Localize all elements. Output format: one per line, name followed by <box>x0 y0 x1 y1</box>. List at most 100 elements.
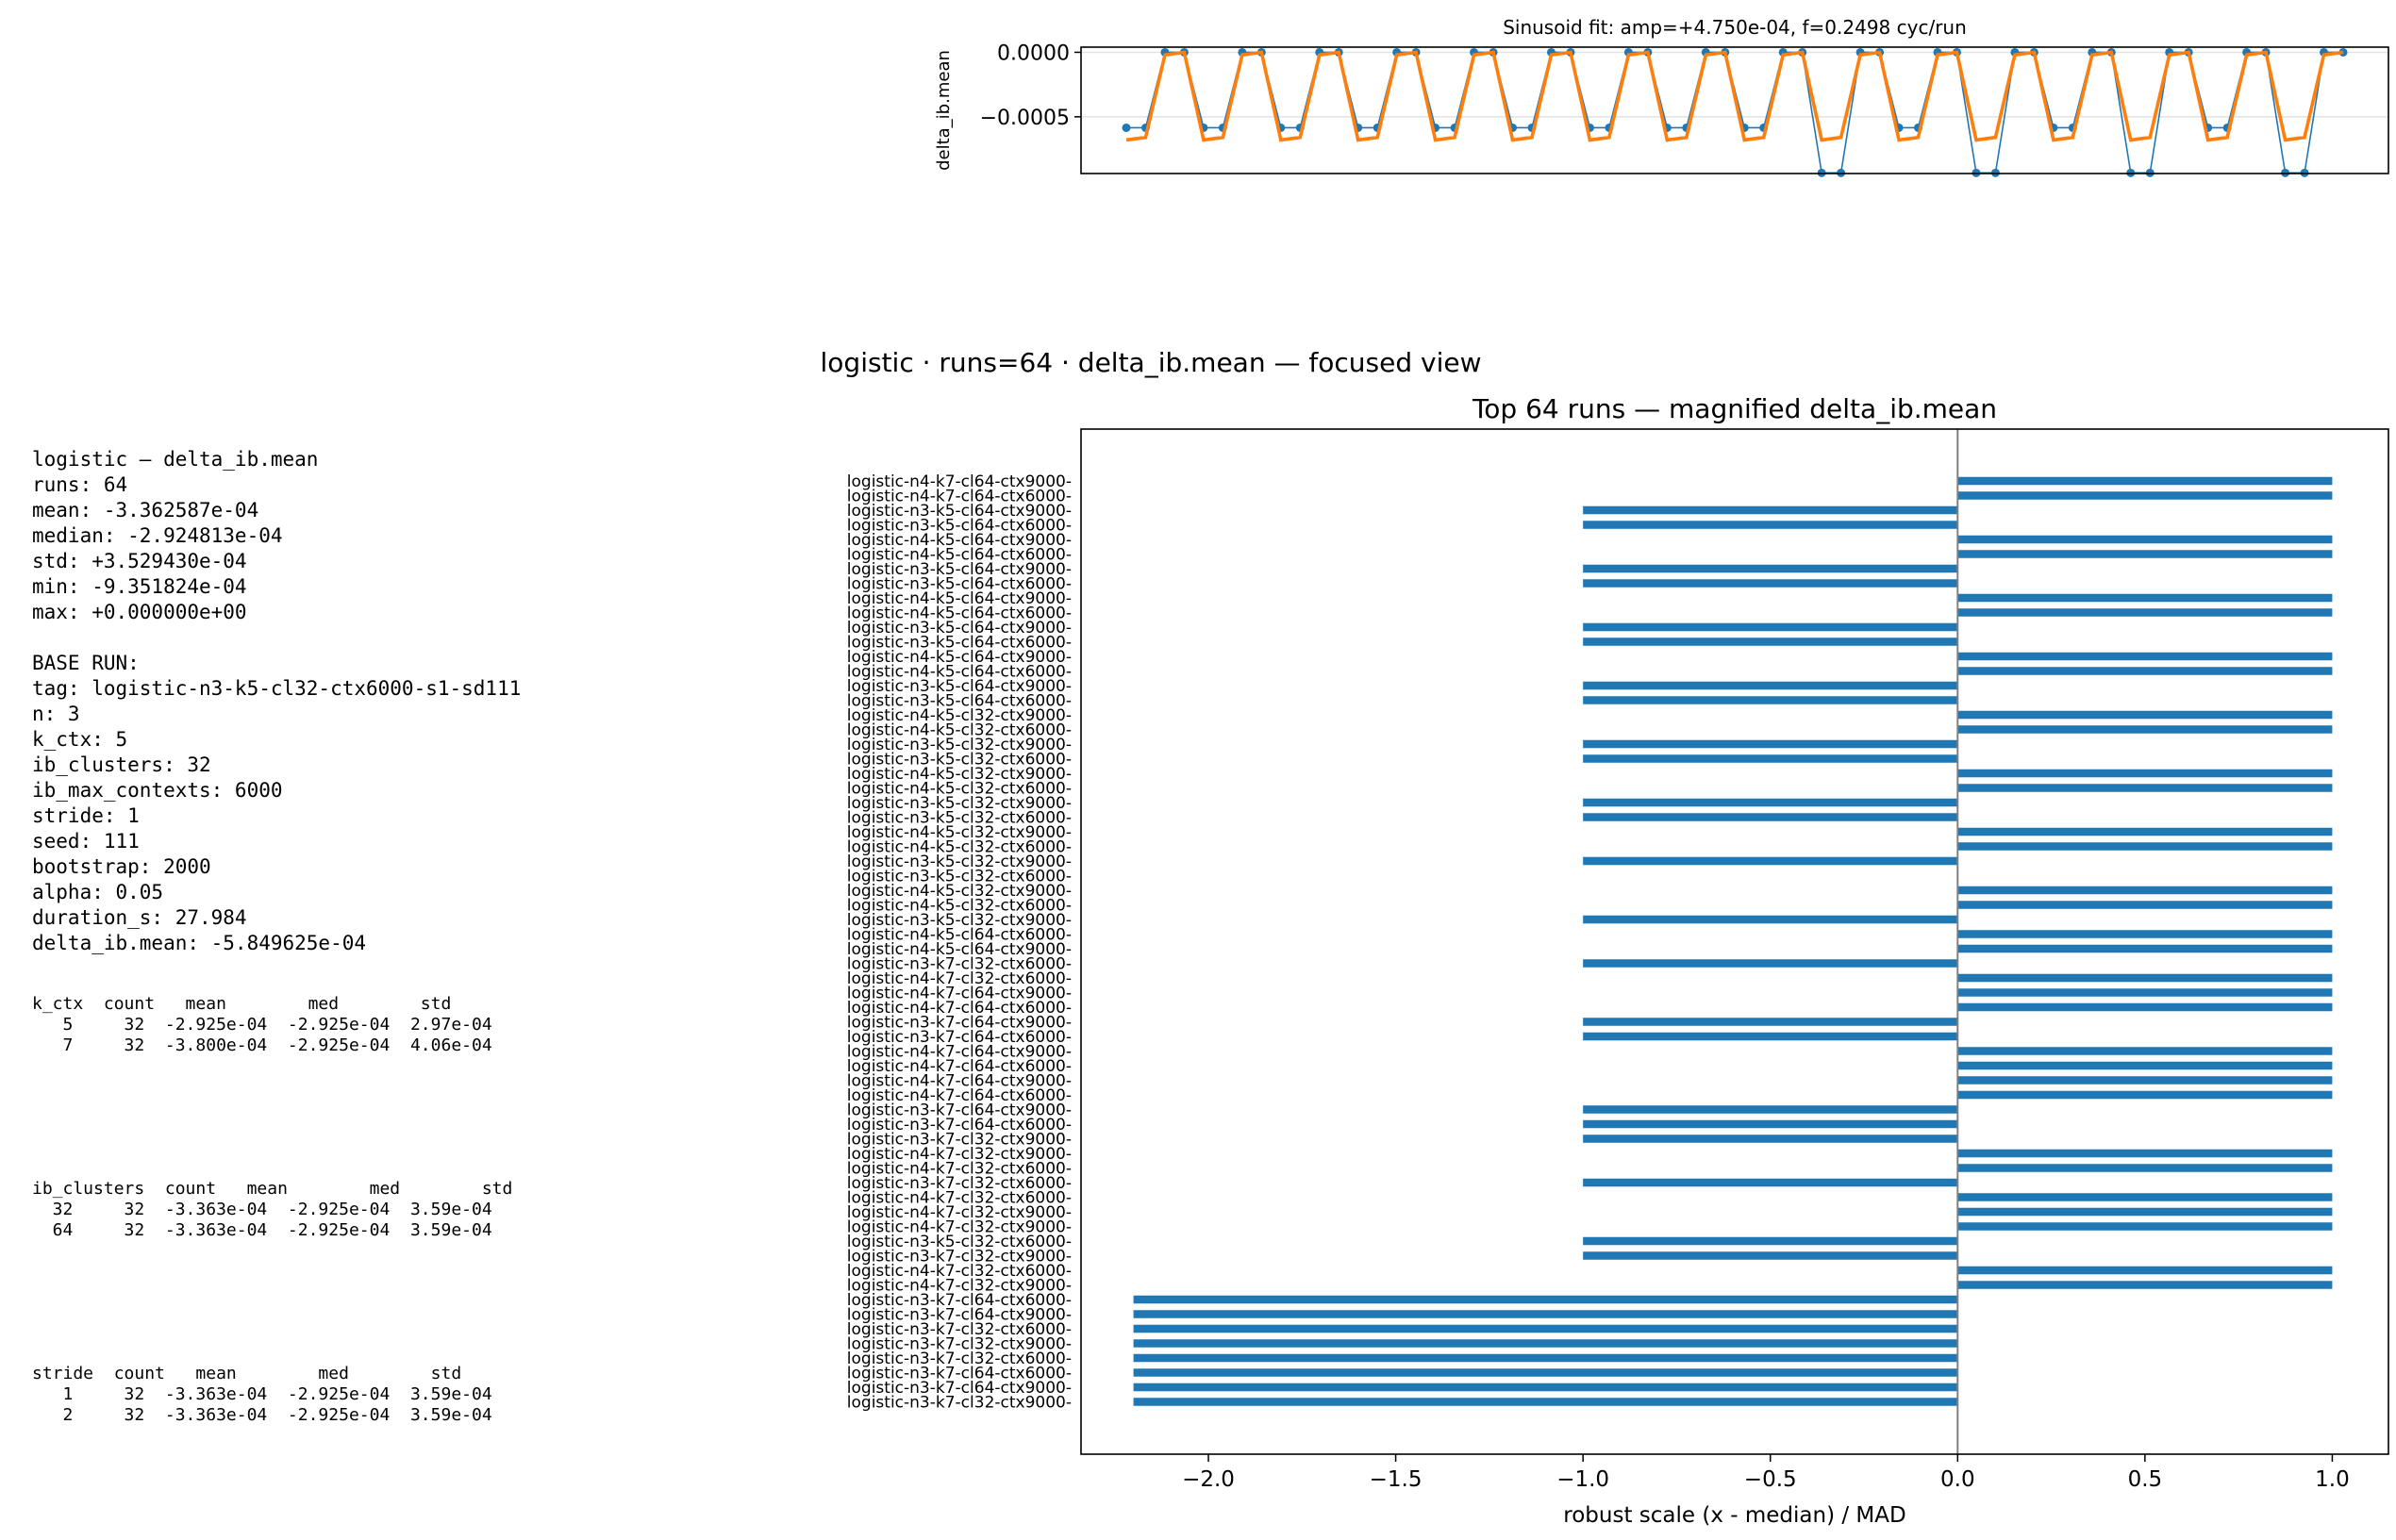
category-label: logistic-n3-k7-cl64-ctx9000- <box>847 1306 1072 1325</box>
bar <box>1133 1398 1958 1406</box>
category-label: logistic-n4-k7-cl32-ctx9000- <box>847 1203 1072 1222</box>
k-ctx-table-line: 5 32 -2.925e-04 -2.925e-04 2.97e-04 <box>32 1015 492 1035</box>
category-label: logistic-n4-k7-cl32-ctx6000- <box>847 1160 1072 1179</box>
category-label: logistic-n3-k7-cl32-ctx9000- <box>847 1248 1072 1267</box>
bar <box>1583 696 1958 704</box>
stats-line: k_ctx: 5 <box>32 728 128 751</box>
bar <box>1133 1295 1958 1304</box>
category-label: logistic-n4-k7-cl64-ctx6000- <box>847 1057 1072 1076</box>
category-label: logistic-n4-k5-cl32-ctx9000- <box>847 882 1072 901</box>
x-tick-label: 1.0 <box>2315 1467 2350 1492</box>
category-label: logistic-n4-k5-cl64-ctx6000- <box>847 604 1072 623</box>
bar <box>1583 754 1958 763</box>
k-ctx-group-table: k_ctx count mean med std 5 32 -2.925e-04… <box>32 994 492 1056</box>
ib-clusters-table-line: 64 32 -3.363e-04 -2.925e-04 3.59e-04 <box>32 1220 492 1240</box>
category-label: logistic-n4-k7-cl32-ctx6000- <box>847 969 1072 988</box>
bar <box>1583 681 1958 690</box>
bar <box>1583 798 1958 807</box>
bar <box>1957 901 2333 909</box>
category-label: logistic-n3-k7-cl64-ctx6000- <box>847 1365 1072 1383</box>
stats-line: ib_max_contexts: 6000 <box>32 779 283 802</box>
bar <box>1133 1353 1958 1363</box>
bar <box>1957 944 2333 953</box>
bar <box>1957 827 2333 836</box>
category-label: logistic-n4-k5-cl32-ctx6000- <box>847 897 1072 916</box>
bar <box>1957 1061 2333 1070</box>
bar <box>1583 638 1958 646</box>
category-label: logistic-n4-k5-cl64-ctx9000- <box>847 531 1072 550</box>
bar <box>1957 710 2333 720</box>
category-label: logistic-n3-k5-cl32-ctx6000- <box>847 809 1072 828</box>
stats-line: median: -2.924813e-04 <box>32 524 283 547</box>
stats-line: max: +0.000000e+00 <box>32 601 247 623</box>
bar <box>1583 1178 1958 1187</box>
robust-scale-bar-chart: Top 64 runs — magnified delta_ib.meanlog… <box>847 393 2389 1528</box>
x-tick-label: 0.0 <box>1940 1467 1975 1492</box>
stats-line: runs: 64 <box>32 473 128 496</box>
top-chart-frame <box>1080 46 2389 174</box>
bar-chart-title: Top 64 runs — magnified delta_ib.mean <box>1472 393 1997 424</box>
observed-point <box>1122 123 1131 132</box>
bar <box>1583 564 1958 573</box>
category-label: logistic-n4-k7-cl64-ctx9000- <box>847 1043 1072 1062</box>
sinusoid-fit-chart: Sinusoid fit: amp=+4.750e-04, f=0.2498 c… <box>934 16 2389 177</box>
category-label: logistic-n3-k7-cl64-ctx9000- <box>847 1379 1072 1398</box>
stats-line: logistic — delta_ib.mean <box>32 448 319 471</box>
bar <box>1583 915 1958 924</box>
x-tick-label: −0.5 <box>1744 1467 1797 1492</box>
category-label: logistic-n3-k5-cl64-ctx6000- <box>847 575 1072 594</box>
category-label: logistic-n4-k7-cl64-ctx9000- <box>847 1072 1072 1091</box>
y-tick-label: 0.0000 <box>997 41 1070 65</box>
category-label: logistic-n4-k7-cl64-ctx6000- <box>847 999 1072 1018</box>
x-tick-label: −1.5 <box>1370 1467 1423 1492</box>
category-label: logistic-n4-k7-cl32-ctx9000- <box>847 1145 1072 1164</box>
bar <box>1957 769 2333 778</box>
observed-line <box>1126 51 2343 174</box>
category-label: logistic-n3-k7-cl32-ctx6000- <box>847 1350 1072 1368</box>
stats-panel: logistic — delta_ib.mean runs: 64 mean: -3… <box>32 447 521 956</box>
category-label: logistic-n4-k7-cl64-ctx6000- <box>847 1086 1072 1105</box>
bar <box>1957 784 2333 792</box>
category-label: logistic-n3-k5-cl32-ctx9000- <box>847 911 1072 930</box>
category-label: logistic-n3-k5-cl64-ctx9000- <box>847 619 1072 638</box>
bar <box>1957 608 2333 617</box>
category-label: logistic-n4-k7-cl32-ctx6000- <box>847 1189 1072 1208</box>
category-label: logistic-n4-k7-cl32-ctx9000- <box>847 1218 1072 1237</box>
bar-chart-xlabel: robust scale (x - median) / MAD <box>1563 1503 1905 1528</box>
category-label: logistic-n4-k7-cl64-ctx9000- <box>847 985 1072 1003</box>
category-label: logistic-n4-k7-cl64-ctx9000- <box>847 472 1072 491</box>
stats-line: mean: -3.362587e-04 <box>32 499 259 522</box>
bar <box>1957 1047 2333 1055</box>
category-label: logistic-n3-k5-cl64-ctx9000- <box>847 502 1072 521</box>
bar <box>1957 535 2333 544</box>
bar <box>1957 1281 2333 1289</box>
category-label: logistic-n4-k5-cl32-ctx6000- <box>847 721 1072 740</box>
category-label: logistic-n4-k5-cl64-ctx6000- <box>847 663 1072 682</box>
bar <box>1583 1032 1958 1041</box>
stats-line: seed: 111 <box>32 830 140 853</box>
bar <box>1583 1105 1958 1114</box>
category-label: logistic-n3-k7-cl32-ctx6000- <box>847 1320 1072 1339</box>
bar <box>1133 1383 1958 1392</box>
stride-table-line: 1 32 -3.363e-04 -2.925e-04 3.59e-04 <box>32 1384 492 1404</box>
category-label: logistic-n4-k5-cl64-ctx9000- <box>847 648 1072 667</box>
bar <box>1957 1076 2333 1085</box>
bar <box>1957 1222 2333 1231</box>
stats-line: BASE RUN: <box>32 652 140 674</box>
category-label: logistic-n4-k5-cl32-ctx9000- <box>847 823 1072 842</box>
bar <box>1583 521 1958 529</box>
category-label: logistic-n3-k7-cl32-ctx9000- <box>847 1335 1072 1354</box>
bar <box>1957 593 2333 603</box>
category-label: logistic-n4-k5-cl32-ctx9000- <box>847 706 1072 725</box>
category-label: logistic-n3-k5-cl32-ctx9000- <box>847 853 1072 871</box>
bar <box>1957 842 2333 851</box>
bar <box>1583 813 1958 821</box>
bar <box>1957 973 2333 983</box>
stats-line: tag: logistic-n3-k5-cl32-ctx6000-s1-sd11… <box>32 677 522 700</box>
category-label: logistic-n3-k7-cl32-ctx6000- <box>847 1174 1072 1193</box>
bar <box>1957 652 2333 661</box>
bar <box>1957 550 2333 558</box>
bar <box>1957 1164 2333 1172</box>
category-label: logistic-n4-k7-cl64-ctx6000- <box>847 488 1072 506</box>
bar <box>1957 491 2333 500</box>
